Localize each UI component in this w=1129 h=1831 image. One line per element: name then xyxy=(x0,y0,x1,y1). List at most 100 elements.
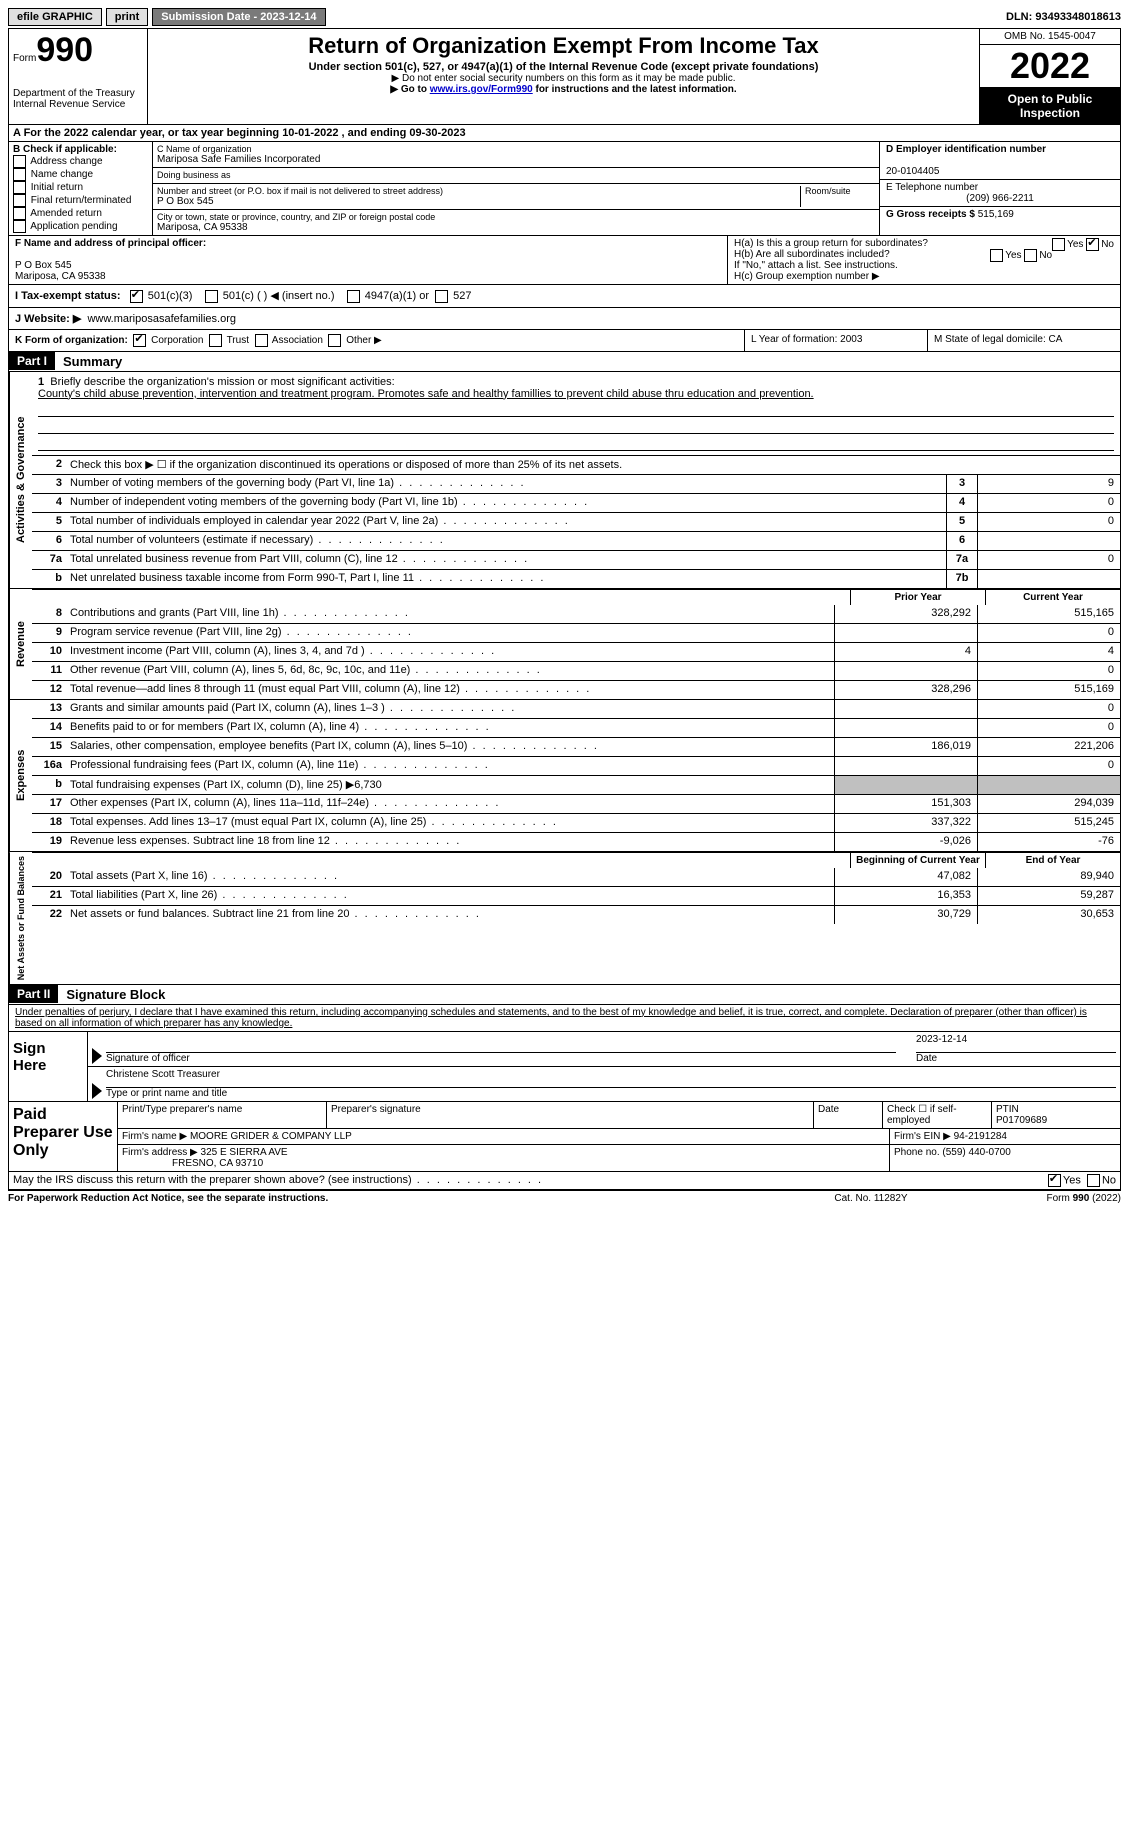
chk-app-pending[interactable] xyxy=(13,220,26,233)
officer-addr1: P O Box 545 xyxy=(15,260,72,271)
efile-button[interactable]: efile GRAPHIC xyxy=(8,8,102,26)
ptin-value: P01709689 xyxy=(996,1115,1047,1126)
netassets-section: Net Assets or Fund Balances Beginning of… xyxy=(8,852,1121,985)
firm-addr2: FRESNO, CA 93710 xyxy=(172,1158,263,1169)
irs-link[interactable]: www.irs.gov/Form990 xyxy=(430,84,533,95)
table-row: 21Total liabilities (Part X, line 26)16,… xyxy=(32,886,1120,905)
header-current-year: Current Year xyxy=(985,590,1120,605)
part2-header-row: Part II Signature Block xyxy=(8,985,1121,1005)
chk-corp[interactable] xyxy=(133,334,146,347)
table-row: 20Total assets (Part X, line 16)47,08289… xyxy=(32,868,1120,886)
table-row: 16aProfessional fundraising fees (Part I… xyxy=(32,756,1120,775)
line4-val: 0 xyxy=(977,494,1120,512)
ptin-label: PTIN xyxy=(996,1104,1019,1115)
firm-addr-label: Firm's address ▶ xyxy=(122,1147,198,1158)
line7a-val: 0 xyxy=(977,551,1120,569)
line7b-val xyxy=(977,570,1120,588)
gross-label: G Gross receipts $ xyxy=(886,209,975,220)
submission-date: Submission Date - 2023-12-14 xyxy=(152,8,325,26)
header-prior-year: Prior Year xyxy=(850,590,985,605)
state-domicile: M State of legal domicile: CA xyxy=(928,330,1120,351)
line2-desc: Check this box ▶ ☐ if the organization d… xyxy=(66,456,1120,474)
line7b-desc: Net unrelated business taxable income fr… xyxy=(66,570,946,588)
page-footer: For Paperwork Reduction Act Notice, see … xyxy=(8,1190,1121,1206)
mission-text: County's child abuse prevention, interve… xyxy=(38,388,814,400)
firm-ein: 94-2191284 xyxy=(954,1131,1007,1142)
chk-527[interactable] xyxy=(435,290,448,303)
ha-no[interactable] xyxy=(1086,238,1099,251)
part1-badge: Part I xyxy=(9,352,55,370)
room-label: Room/suite xyxy=(805,186,875,196)
print-button[interactable]: print xyxy=(106,8,148,26)
footer-left: For Paperwork Reduction Act Notice, see … xyxy=(8,1193,771,1204)
discuss-no[interactable] xyxy=(1087,1174,1100,1187)
chk-name-change[interactable] xyxy=(13,168,26,181)
table-row: bTotal fundraising expenses (Part IX, co… xyxy=(32,775,1120,794)
ha-label: H(a) Is this a group return for subordin… xyxy=(734,238,928,249)
row-a-tax-year: A For the 2022 calendar year, or tax yea… xyxy=(8,125,1121,142)
row-j-website: J Website: ▶ www.mariposasafefamilies.or… xyxy=(8,308,1121,330)
hb-note: If "No," attach a list. See instructions… xyxy=(734,260,1114,271)
form-title: Return of Organization Exempt From Incom… xyxy=(154,33,973,59)
revenue-section: Revenue Prior Year Current Year 8Contrib… xyxy=(8,589,1121,700)
chk-501c[interactable] xyxy=(205,290,218,303)
top-bar: efile GRAPHIC print Submission Date - 20… xyxy=(8,8,1121,26)
ha-yes[interactable] xyxy=(1052,238,1065,251)
part1-title: Summary xyxy=(55,352,130,371)
chk-amended[interactable] xyxy=(13,207,26,220)
section-d: D Employer identification number 20-0104… xyxy=(879,142,1120,235)
prep-date-label: Date xyxy=(814,1102,883,1128)
chk-initial-return[interactable] xyxy=(13,181,26,194)
city-value: Mariposa, CA 95338 xyxy=(157,222,875,233)
mission-label: Briefly describe the organization's miss… xyxy=(50,376,394,388)
open-inspection: Open to Public Inspection xyxy=(980,88,1120,124)
row-klm: K Form of organization: Corporation Trus… xyxy=(8,330,1121,352)
side-revenue: Revenue xyxy=(9,589,32,699)
hb-no[interactable] xyxy=(1024,249,1037,262)
street-label: Number and street (or P.O. box if mail i… xyxy=(157,186,796,196)
irs-label: Internal Revenue Service xyxy=(13,99,143,110)
prep-check-label: Check ☐ if self-employed xyxy=(883,1102,992,1128)
prep-sig-label: Preparer's signature xyxy=(327,1102,814,1128)
year-formation: L Year of formation: 2003 xyxy=(745,330,928,351)
discuss-yes[interactable] xyxy=(1048,1174,1061,1187)
chk-assoc[interactable] xyxy=(255,334,268,347)
org-info-block: B Check if applicable: Address change Na… xyxy=(8,142,1121,236)
omb-number: OMB No. 1545-0047 xyxy=(980,29,1120,45)
table-row: 13Grants and similar amounts paid (Part … xyxy=(32,700,1120,718)
table-row: 19Revenue less expenses. Subtract line 1… xyxy=(32,832,1120,851)
part2-badge: Part II xyxy=(9,985,58,1003)
side-activities: Activities & Governance xyxy=(9,372,32,588)
table-row: 12Total revenue—add lines 8 through 11 (… xyxy=(32,680,1120,699)
goto-prefix: ▶ Go to xyxy=(390,84,429,95)
table-row: 15Salaries, other compensation, employee… xyxy=(32,737,1120,756)
dept-treasury: Department of the Treasury xyxy=(13,88,143,99)
form-header: Form990 Department of the Treasury Inter… xyxy=(8,28,1121,125)
dba-label: Doing business as xyxy=(157,170,875,180)
discuss-label: May the IRS discuss this return with the… xyxy=(13,1174,1048,1187)
officer-addr2: Mariposa, CA 95338 xyxy=(15,271,106,282)
phone-label: E Telephone number xyxy=(886,182,978,193)
hb-yes[interactable] xyxy=(990,249,1003,262)
org-name-label: C Name of organization xyxy=(157,144,875,154)
part2-title: Signature Block xyxy=(58,985,173,1004)
hc-label: H(c) Group exemption number ▶ xyxy=(734,271,1114,282)
gross-value: 515,169 xyxy=(978,209,1014,220)
firm-ein-label: Firm's EIN ▶ xyxy=(894,1131,951,1142)
chk-501c3[interactable] xyxy=(130,290,143,303)
chk-final-return[interactable] xyxy=(13,194,26,207)
row-fh: F Name and address of principal officer:… xyxy=(8,236,1121,285)
side-netassets: Net Assets or Fund Balances xyxy=(9,852,32,984)
chk-trust[interactable] xyxy=(209,334,222,347)
table-row: 22Net assets or fund balances. Subtract … xyxy=(32,905,1120,924)
part1-header-row: Part I Summary xyxy=(8,352,1121,372)
table-row: 10Investment income (Part VIII, column (… xyxy=(32,642,1120,661)
chk-address-change[interactable] xyxy=(13,155,26,168)
firm-phone-label: Phone no. xyxy=(894,1147,940,1158)
hb-label: H(b) Are all subordinates included? xyxy=(734,249,890,260)
chk-4947[interactable] xyxy=(347,290,360,303)
firm-addr1: 325 E SIERRA AVE xyxy=(201,1147,288,1158)
chk-other[interactable] xyxy=(328,334,341,347)
ssn-note: ▶ Do not enter social security numbers o… xyxy=(154,73,973,84)
side-expenses: Expenses xyxy=(9,700,32,851)
